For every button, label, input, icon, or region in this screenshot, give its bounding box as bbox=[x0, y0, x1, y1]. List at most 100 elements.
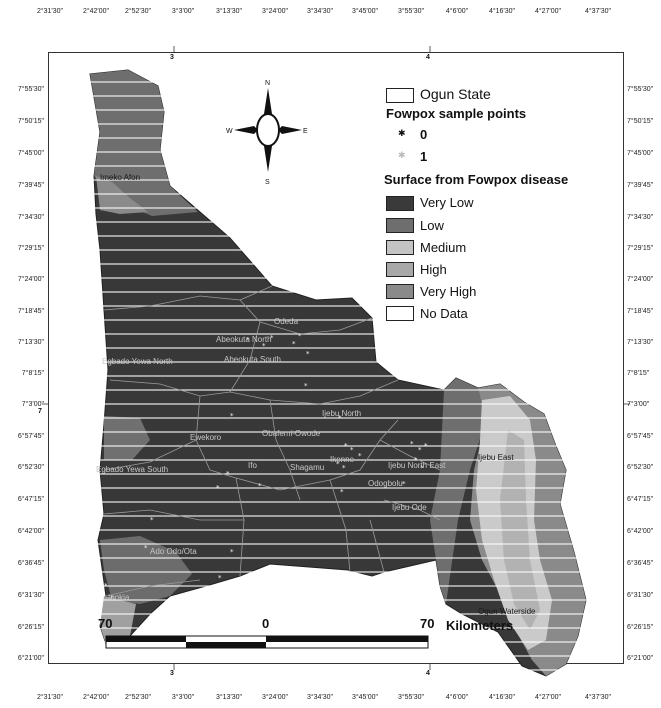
svg-text:*: * bbox=[230, 412, 234, 420]
place-label: Ikenne bbox=[330, 455, 355, 464]
scale-right-label: 70 bbox=[420, 616, 435, 631]
sample-points: *** *** *** * ** * ** ** * *** * ** *** *** bbox=[104, 332, 428, 602]
latitude-label: 7°34'30" bbox=[627, 214, 654, 221]
place-label: Ewekoro bbox=[190, 433, 222, 442]
compass-west: W bbox=[226, 128, 233, 135]
svg-text:*: * bbox=[226, 470, 230, 478]
latitude-label: 7°50'15" bbox=[627, 118, 654, 125]
place-label: Egbado Yewa North bbox=[102, 357, 173, 366]
compass-south: S bbox=[265, 179, 270, 186]
place-label: Odeda bbox=[274, 317, 299, 326]
legend-swatch-very-low bbox=[386, 196, 414, 211]
svg-text:*: * bbox=[104, 582, 108, 590]
legend-class-label: Very High bbox=[420, 284, 477, 299]
latitude-label: 7°24'00" bbox=[17, 276, 44, 283]
latitude-label: 7°18'45" bbox=[17, 308, 44, 315]
scale-units-label: Kilometers bbox=[446, 618, 514, 633]
longitude-label: 4°16'30" bbox=[488, 694, 516, 701]
place-label: Ado Odo/Ota bbox=[150, 547, 197, 556]
svg-text:*: * bbox=[144, 544, 148, 552]
place-labels: Imeko Afon Abeokuta North Abeokuta South… bbox=[96, 173, 536, 616]
longitude-label: 3°34'30" bbox=[306, 8, 334, 15]
legend-swatch-low bbox=[386, 218, 414, 233]
legend-state-label: Ogun State bbox=[420, 86, 491, 102]
latitude-label: 7°29'15" bbox=[17, 245, 44, 252]
latitude-label: 7°18'45" bbox=[627, 308, 654, 315]
place-label: Egbado Yewa South bbox=[96, 465, 168, 474]
scale-left-label: 70 bbox=[98, 616, 113, 631]
longitude-label: 3°3'00" bbox=[171, 694, 195, 701]
grid-zone-label: 4 bbox=[426, 670, 430, 677]
svg-text:*: * bbox=[420, 464, 424, 472]
longitude-label: 2°42'00" bbox=[82, 694, 110, 701]
svg-text:*: * bbox=[298, 332, 302, 340]
legend-class-label: High bbox=[420, 262, 447, 277]
latitude-label: 6°47'15" bbox=[627, 496, 654, 503]
svg-text:*: * bbox=[230, 548, 234, 556]
longitude-label: 3°24'00" bbox=[261, 8, 289, 15]
surface-layer bbox=[89, 69, 587, 677]
grid-zone-label: 3 bbox=[170, 670, 174, 677]
longitude-label: 2°52'30" bbox=[124, 694, 152, 701]
longitude-label: 3°34'30" bbox=[306, 694, 334, 701]
svg-text:*: * bbox=[110, 594, 114, 602]
longitude-label: 3°45'00" bbox=[351, 694, 379, 701]
longitude-label: 3°24'00" bbox=[261, 694, 289, 701]
latitude-label: 6°36'45" bbox=[17, 560, 44, 567]
grid-zone-label: 7 bbox=[38, 408, 42, 415]
svg-text:*: * bbox=[340, 488, 344, 496]
zone-low-southwest bbox=[100, 536, 192, 604]
place-label: Ifo bbox=[248, 461, 257, 470]
latitude-label: 6°57'45" bbox=[627, 433, 654, 440]
svg-text:*: * bbox=[246, 336, 250, 344]
svg-text:*: * bbox=[262, 342, 266, 350]
legend-class-label: No Data bbox=[420, 306, 468, 321]
latitude-label: 7°8'15" bbox=[21, 370, 44, 377]
latitude-label: 7°45'00" bbox=[627, 150, 654, 157]
place-label: Shagamu bbox=[290, 463, 324, 472]
svg-text:*: * bbox=[414, 456, 418, 464]
zone-high-southwest bbox=[100, 596, 136, 644]
legend-swatch-no-data bbox=[386, 306, 414, 321]
place-label: Ogun Waterside bbox=[478, 607, 536, 616]
place-label: Abeokuta North bbox=[216, 335, 272, 344]
latitude-label: 7°8'15" bbox=[627, 370, 650, 377]
latitude-label: 6°42'00" bbox=[17, 528, 44, 535]
legend-swatch-high bbox=[386, 262, 414, 277]
svg-text:*: * bbox=[402, 480, 406, 488]
latitude-label: 7°39'45" bbox=[627, 182, 654, 189]
axis-ticks bbox=[42, 46, 630, 670]
longitude-label: 2°52'30" bbox=[124, 8, 152, 15]
longitude-label: 3°55'30" bbox=[397, 694, 425, 701]
svg-text:*: * bbox=[358, 452, 362, 460]
legend-point-0-label: 0 bbox=[420, 127, 428, 142]
place-label: Ijebu Ode bbox=[392, 503, 427, 512]
grid-zone-label: 4 bbox=[426, 54, 430, 61]
latitude-label: 7°13'30" bbox=[627, 339, 654, 346]
longitude-label: 3°45'00" bbox=[351, 8, 379, 15]
compass-east: E bbox=[303, 128, 308, 135]
svg-text:*: * bbox=[336, 460, 340, 468]
longitude-label: 4°6'00" bbox=[445, 8, 469, 15]
compass-icon: N S W E bbox=[226, 80, 308, 186]
latitude-label: 7°3'00" bbox=[627, 401, 650, 408]
svg-text:*: * bbox=[410, 440, 414, 448]
longitude-label: 3°55'30" bbox=[397, 8, 425, 15]
svg-text:*: * bbox=[424, 442, 428, 450]
map-frame bbox=[48, 52, 624, 664]
place-label: Abeokuta South bbox=[224, 355, 281, 364]
latitude-label: 6°57'45" bbox=[17, 433, 44, 440]
svg-text:*: * bbox=[344, 442, 348, 450]
latitude-label: 7°24'00" bbox=[627, 276, 654, 283]
place-label: Ijebu East bbox=[478, 453, 514, 462]
scale-bar bbox=[105, 635, 429, 649]
latitude-label: 7°45'00" bbox=[17, 150, 44, 157]
svg-text:*: * bbox=[304, 382, 308, 390]
latitude-label: 6°42'00" bbox=[627, 528, 654, 535]
place-label: Odogbolu bbox=[368, 479, 403, 488]
grid-zone-label: 3 bbox=[170, 54, 174, 61]
place-label: Imeko Afon bbox=[100, 173, 140, 182]
zone-very-high-north bbox=[96, 176, 148, 214]
svg-text:*: * bbox=[418, 446, 422, 454]
